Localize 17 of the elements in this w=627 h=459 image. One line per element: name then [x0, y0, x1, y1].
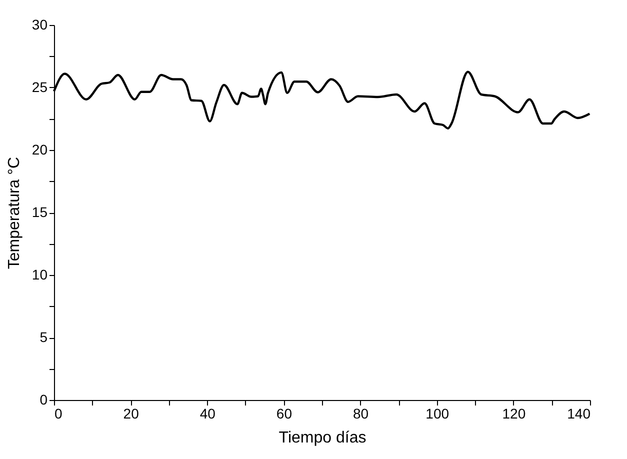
y-tick-label: 15	[32, 204, 48, 220]
x-tick-label: 40	[200, 406, 216, 422]
x-tick-label: 120	[502, 406, 526, 422]
y-tick-label: 20	[32, 142, 48, 158]
x-tick-label: 20	[123, 406, 140, 422]
y-tick-label: 5	[40, 329, 48, 345]
x-tick-label: 0	[54, 406, 62, 422]
x-tick-label: 80	[352, 406, 369, 422]
y-tick-label: 30	[32, 16, 48, 32]
x-axis-title: Tiempo días	[278, 430, 366, 446]
x-tick-label: 140	[567, 406, 591, 422]
y-tick-label: 0	[40, 392, 48, 408]
y-axis-title: Temperatura °C	[6, 156, 23, 270]
x-tick-label: 100	[426, 406, 450, 422]
y-tick-label: 25	[32, 79, 48, 95]
x-tick-label: 60	[276, 406, 292, 422]
y-tick-label: 10	[32, 266, 48, 282]
